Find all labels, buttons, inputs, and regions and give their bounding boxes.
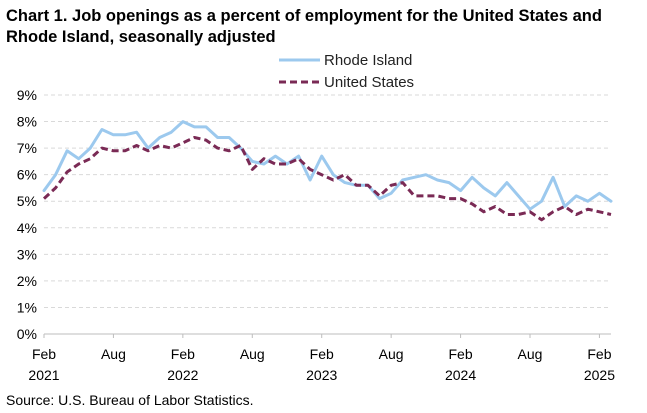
x-tick-label: Feb xyxy=(449,346,473,362)
y-tick-label: 9% xyxy=(17,87,37,103)
rhode-island-line xyxy=(42,120,613,211)
legend: Rhode Island United States xyxy=(279,52,414,91)
x-tick-label: Aug xyxy=(518,346,543,362)
chart-title: Chart 1. Job openings as a percent of em… xyxy=(6,7,602,46)
y-tick-label: 3% xyxy=(17,246,37,262)
y-tick-label: 0% xyxy=(17,326,37,342)
x-tick-label: Feb xyxy=(32,346,56,362)
y-tick-label: 5% xyxy=(17,193,37,209)
y-tick-label: 4% xyxy=(17,220,37,236)
x-tick-label: Feb xyxy=(310,346,334,362)
legend-label-united-states: United States xyxy=(324,74,414,91)
gridlines xyxy=(44,94,611,308)
x-tick-label: Feb xyxy=(171,346,195,362)
x-tick-label: Aug xyxy=(379,346,404,362)
y-tick-label: 7% xyxy=(17,140,37,156)
y-tick-label: 2% xyxy=(17,273,37,289)
source-note: Source: U.S. Bureau of Labor Statistics. xyxy=(6,392,254,408)
x-tick-year-label: 2024 xyxy=(445,367,476,383)
x-tick-label: Aug xyxy=(240,346,265,362)
x-tick-year-label: 2022 xyxy=(167,367,198,383)
y-tick-label: 8% xyxy=(17,114,37,130)
legend-label-rhode-island: Rhode Island xyxy=(324,52,412,69)
x-tick-year-label: 2021 xyxy=(28,367,59,383)
x-tick-label: Aug xyxy=(101,346,126,362)
series-lines xyxy=(42,120,613,222)
x-tick-year-label: 2025 xyxy=(584,367,615,383)
y-tick-label: 6% xyxy=(17,167,37,183)
united-states-line xyxy=(42,136,612,222)
x-tick-label: Feb xyxy=(587,346,611,362)
x-tick-year-label: 2023 xyxy=(306,367,337,383)
y-tick-label: 1% xyxy=(17,299,37,315)
axes: 0% 1% 2% 3% 4% 5% 6% 7% 8% 9% Feb 2021 Aug Feb 2022 Aug… xyxy=(17,87,615,383)
